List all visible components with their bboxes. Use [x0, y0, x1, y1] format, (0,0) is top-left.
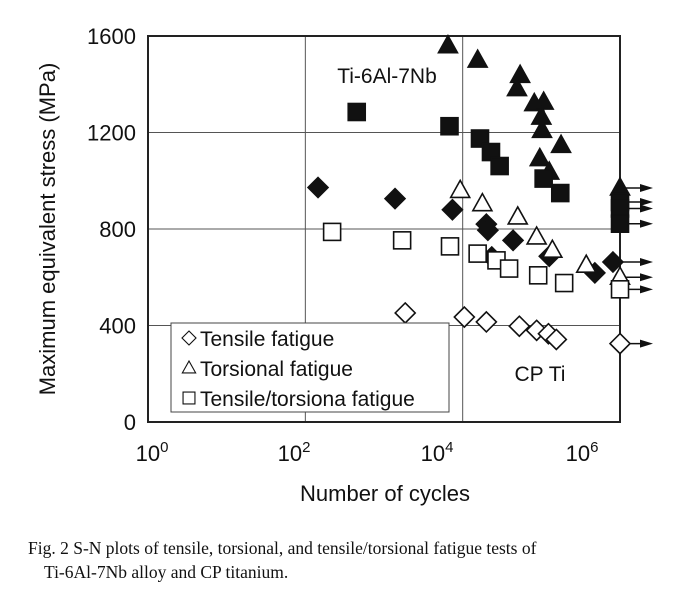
y-tick-label: 1200	[87, 121, 136, 146]
series-ti-6al-7nb-square	[347, 102, 653, 233]
data-point	[534, 169, 553, 188]
data-point	[575, 253, 598, 273]
data-point	[440, 237, 460, 256]
data-point	[441, 198, 464, 221]
data-point	[440, 116, 459, 136]
runout-point	[610, 280, 630, 299]
y-axis-label: Maximum equivalent stress (MPa)	[35, 63, 60, 396]
annotation-ti-6al-7nb: Ti-6Al-7Nb	[337, 65, 437, 88]
y-tick-label: 0	[124, 410, 136, 435]
runout-arrow-head	[640, 197, 653, 206]
x-tick-label: 106	[566, 439, 599, 466]
legend-triangle-icon	[181, 359, 197, 374]
y-tick-label: 800	[99, 217, 136, 242]
data-point	[347, 102, 367, 122]
data-point	[506, 205, 529, 225]
runout-point	[608, 332, 632, 355]
x-tick-label: 100	[136, 439, 169, 466]
data-point	[501, 229, 525, 252]
data-point	[322, 222, 342, 242]
data-point	[475, 310, 498, 334]
data-point	[490, 156, 509, 176]
data-point	[453, 305, 476, 329]
data-point	[468, 244, 487, 263]
series-cp-ti-square	[322, 222, 653, 299]
series-ti-6al-7nb-triangle	[437, 34, 653, 196]
data-point	[541, 238, 564, 259]
legend-label: Torsional fatigue	[200, 358, 353, 381]
y-tick-label: 1600	[87, 24, 136, 49]
data-point	[471, 192, 494, 212]
data-point	[383, 187, 407, 210]
data-point	[554, 273, 574, 293]
y-tick-label: 400	[99, 314, 136, 339]
data-point	[476, 219, 499, 242]
runout-point	[609, 176, 631, 196]
data-point	[437, 34, 459, 54]
caption-line-2: Ti-6Al-7Nb alloy and CP titanium.	[44, 562, 289, 582]
x-axis-label: Number of cycles	[300, 481, 470, 506]
series-ti-6al-7nb-diamond	[306, 176, 653, 285]
runout-arrow-head	[640, 273, 653, 282]
data-point	[528, 266, 548, 285]
legend-box	[170, 322, 450, 413]
runout-arrow-head	[640, 183, 653, 192]
data-point	[392, 231, 412, 250]
runout-arrow-head	[640, 258, 653, 267]
data-point	[508, 315, 531, 338]
runout-arrow-head	[640, 339, 653, 348]
data-point	[525, 225, 548, 245]
data-point	[466, 48, 489, 68]
data-point	[306, 176, 330, 199]
data-point	[499, 259, 519, 278]
data-point	[509, 63, 531, 84]
data-point	[449, 178, 472, 199]
data-point	[528, 146, 551, 167]
legend-label: Tensile fatigue	[200, 328, 334, 351]
legend: Tensile fatigue Torsional fatigue Tensile/…	[170, 322, 450, 413]
sn-chart: 0 400 800 1200 1600 100 102 104 106 Number of cyc…	[35, 24, 653, 506]
x-tick-label: 104	[421, 439, 454, 466]
runout-arrow-head	[640, 285, 653, 294]
data-point	[531, 118, 553, 139]
legend-square-icon	[182, 391, 196, 405]
data-point	[545, 328, 568, 351]
series-cp-ti-triangle	[449, 178, 653, 286]
series-cp-ti-diamond	[394, 301, 653, 355]
runout-arrow-head	[640, 204, 653, 213]
data-point	[506, 76, 528, 97]
runout-point	[601, 250, 625, 274]
caption-line-1: Fig. 2 S-N plots of tensile, torsional, …	[28, 538, 537, 558]
data-point	[394, 301, 417, 325]
runout-arrow-head	[640, 219, 653, 228]
data-point	[550, 183, 570, 203]
data-point	[532, 90, 555, 110]
runout-point	[610, 214, 630, 233]
data-point	[550, 133, 572, 154]
x-tick-label: 102	[278, 439, 311, 466]
legend-label: Tensile/torsiona fatigue	[200, 388, 415, 411]
annotation-cp-ti: CP Ti	[515, 363, 566, 386]
legend-diamond-icon	[181, 330, 197, 346]
